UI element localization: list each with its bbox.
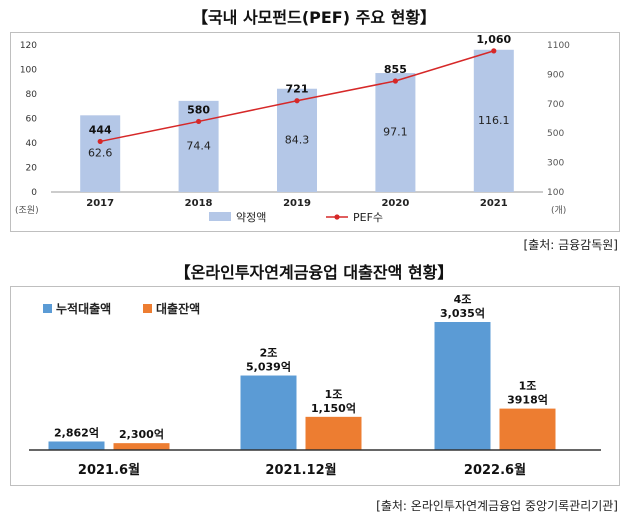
x-tick-label: 2020 <box>381 198 409 209</box>
pef-source-note: [출처: 금융감독원] <box>523 238 618 252</box>
line-point-pef-count <box>392 78 398 84</box>
x-tick-label: 2021 <box>480 198 508 209</box>
line-point-pef-count <box>196 118 202 125</box>
bar-yakjeong <box>277 88 317 192</box>
right-axis-tick: 700 <box>547 100 564 110</box>
p2p-chart-title: 【온라인투자연계금융업 대출잔액 현황】 <box>174 263 454 282</box>
bar-value-label: 1조 <box>519 380 537 393</box>
bar-value-label: 2조 <box>260 347 278 360</box>
right-axis-tick: 500 <box>547 129 564 139</box>
bar-yakjeong <box>80 115 121 192</box>
p2p-source-note: [출처: 온라인투자연계금융업 중앙기록관리기관] <box>376 499 618 513</box>
right-axis-tick: 1100 <box>547 41 570 51</box>
line-value-label: 855 <box>384 63 407 76</box>
right-axis-tick: 900 <box>547 70 564 80</box>
x-tick-label: 2019 <box>283 198 311 209</box>
pef-chart-title: 【국내 사모펀드(PEF) 주요 현황】 <box>191 8 437 27</box>
x-tick-label: 2017 <box>86 198 114 209</box>
left-axis-unit: (조원) <box>15 205 39 216</box>
x-tick-label: 2018 <box>185 198 213 209</box>
bar-value-label: 74.4 <box>186 139 211 152</box>
bar-value-label: 84.3 <box>285 133 310 146</box>
legend-label-pef-count: PEF수 <box>353 211 383 224</box>
bar-value-label: 3918억 <box>507 394 548 407</box>
x-tick-label: 2021.6월 <box>78 462 140 478</box>
line-point-pef-count <box>294 98 300 104</box>
line-value-label: 1,060 <box>476 33 511 46</box>
left-axis-tick: 120 <box>20 41 37 51</box>
right-axis-unit: (개) <box>551 205 566 216</box>
line-point-pef-count <box>491 48 497 54</box>
line-point-pef-count <box>97 138 103 145</box>
right-axis-tick: 300 <box>547 159 564 169</box>
bar-value-label: 1조 <box>325 388 343 401</box>
legend-marker-pef-count <box>334 214 340 220</box>
legend-swatch-yakjeong <box>209 212 231 221</box>
left-axis-tick: 80 <box>26 90 38 100</box>
line-value-label: 721 <box>286 83 309 96</box>
line-value-label: 444 <box>89 123 112 136</box>
pef-chart: 0 20 40 60 80 100 120 100 300 500 700 900 1100 62.6 74… <box>15 33 570 224</box>
right-axis-tick: 100 <box>547 188 564 198</box>
bar-value-label: 3,035억 <box>440 307 485 320</box>
bar-yakjeong <box>178 100 219 192</box>
legend-label-balance: 대출잔액 <box>156 301 200 316</box>
bar-cumulative-loans <box>48 441 105 450</box>
bar-value-label: 97.1 <box>383 126 408 139</box>
p2p-chart-panel: 누적대출액 대출잔액 2,862억 2,300억 2021.6월 2조 5,039억 1조 1,… <box>10 286 620 486</box>
legend-swatch-cumulative <box>43 304 52 313</box>
x-tick-label: 2022.6월 <box>464 462 526 478</box>
bar-cumulative-loans <box>240 375 297 450</box>
left-axis-tick: 100 <box>20 66 37 76</box>
bar-yakjeong <box>375 73 416 192</box>
bar-value-label: 62.6 <box>88 147 113 160</box>
bar-value-label: 2,300억 <box>119 428 164 441</box>
bar-yakjeong <box>473 49 514 193</box>
left-axis-tick: 40 <box>26 139 38 149</box>
bar-loan-balance <box>499 408 556 450</box>
bar-value-label: 4조 <box>454 293 472 306</box>
x-tick-label: 2021.12월 <box>265 462 336 478</box>
left-axis-tick: 60 <box>26 115 38 125</box>
line-value-label: 580 <box>187 103 210 116</box>
left-axis-tick: 20 <box>26 164 38 174</box>
bar-value-label: 5,039억 <box>246 361 291 374</box>
bar-value-label: 1,150억 <box>311 402 356 415</box>
bar-loan-balance <box>113 443 170 450</box>
pef-chart-panel: 0 20 40 60 80 100 120 100 300 500 700 900 1100 62.6 74… <box>10 32 620 232</box>
bar-value-label: 2,862억 <box>54 426 99 439</box>
bar-loan-balance <box>305 416 362 450</box>
legend-label-yakjeong: 약정액 <box>236 210 266 224</box>
legend-swatch-balance <box>143 304 152 313</box>
legend-label-cumulative: 누적대출액 <box>56 301 111 316</box>
bar-value-label: 116.1 <box>478 114 510 127</box>
bar-cumulative-loans <box>434 322 491 450</box>
left-axis-tick: 0 <box>31 188 37 198</box>
